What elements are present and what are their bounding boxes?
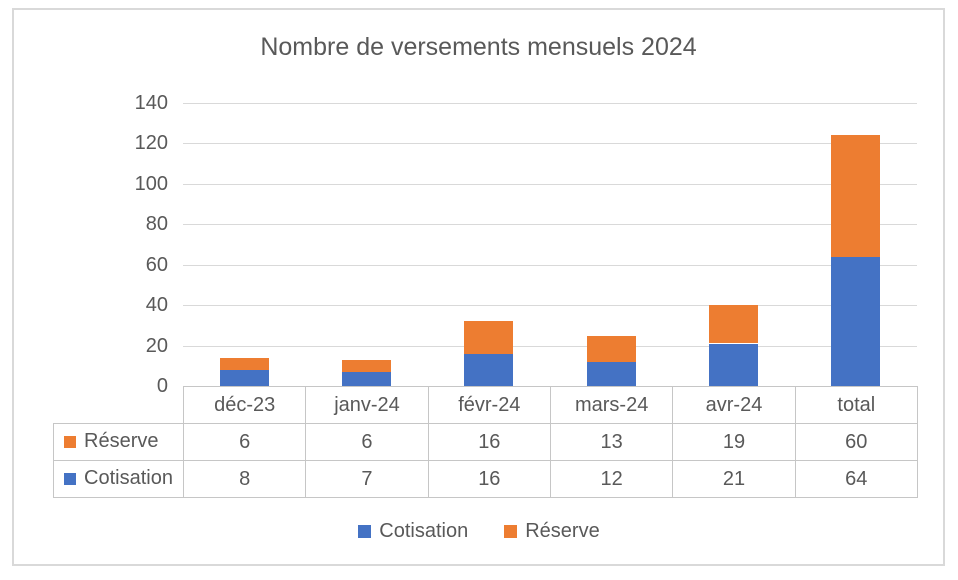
y-axis-tick-label: 60	[145, 254, 168, 276]
table-cell: 6	[182, 423, 307, 461]
chart-title: Nombre de versements mensuels 2024	[260, 33, 697, 61]
table-col-header-total: total	[794, 386, 918, 424]
table-cell: 7	[305, 460, 429, 498]
bar-segment-reserve-total	[831, 135, 881, 257]
table-cell: 60	[794, 423, 918, 461]
y-axis-tick-label: 20	[145, 335, 168, 357]
series-row-label: Cotisation	[84, 467, 173, 490]
legend-item-cotisation: Cotisation	[358, 520, 468, 543]
table-row-cotisation: Cotisation 8 7 16 12 21 64	[53, 460, 918, 498]
bar-segment-cotisation-mars-24	[586, 361, 636, 386]
y-axis-tick-label: 80	[145, 213, 168, 235]
y-gridline-20	[183, 346, 917, 347]
table-row-reserve: Réserve 6 6 16 13 19 60	[53, 423, 918, 461]
cotisation-swatch-icon	[64, 473, 76, 486]
table-cell: 6	[305, 423, 429, 461]
reserve-legend-swatch-icon	[504, 524, 518, 538]
cotisation-legend-swatch-icon	[358, 524, 372, 538]
series-row-header-cotisation: Cotisation	[53, 460, 184, 498]
legend: Cotisation Réserve	[0, 518, 958, 544]
bar-segment-reserve-fevr-24	[464, 321, 514, 354]
bar-segment-reserve-avr-24	[709, 305, 758, 344]
series-row-label: Réserve	[84, 430, 159, 453]
y-axis-tick-label: 0	[156, 375, 168, 397]
table-col-header-fevr-24: févr-24	[427, 386, 551, 424]
table-cell: 12	[549, 460, 674, 498]
y-axis-tick-label: 100	[134, 173, 168, 195]
legend-label: Cotisation	[379, 519, 469, 542]
table-corner-blank	[54, 387, 184, 424]
legend-item-reserve: Réserve	[504, 519, 600, 543]
y-gridline-40	[183, 305, 917, 306]
reserve-swatch-icon	[64, 436, 76, 449]
y-axis-tick-label: 120	[134, 132, 168, 154]
table-col-header-mars-24: mars-24	[549, 386, 674, 424]
table-cell: 16	[427, 423, 551, 461]
series-row-header-reserve: Réserve	[53, 423, 184, 461]
y-gridline-80	[183, 224, 917, 225]
bar-segment-cotisation-avr-24	[709, 343, 758, 386]
table-cell: 8	[182, 460, 307, 498]
y-gridline-60	[183, 265, 917, 266]
table-col-header-dec-23: déc-23	[182, 386, 307, 424]
table-cell: 64	[794, 460, 918, 498]
y-axis-tick-label: 40	[145, 294, 168, 316]
table-cell: 19	[672, 423, 796, 461]
table-col-header-janv-24: janv-24	[305, 386, 429, 424]
legend-label: Réserve	[525, 519, 600, 542]
table-cell: 16	[427, 460, 551, 498]
table-cell: 13	[549, 423, 674, 461]
bar-segment-cotisation-janv-24	[342, 371, 391, 386]
bar-segment-reserve-mars-24	[586, 335, 636, 362]
y-axis-tick-label: 140	[134, 92, 168, 114]
y-gridline-100	[183, 184, 917, 185]
y-gridline-120	[183, 143, 917, 144]
bar-segment-cotisation-fevr-24	[464, 353, 514, 386]
bar-segment-reserve-dec-23	[219, 357, 269, 370]
bar-segment-cotisation-dec-23	[219, 369, 269, 386]
table-cell: 21	[672, 460, 796, 498]
bar-segment-cotisation-total	[831, 256, 881, 386]
table-col-header-avr-24: avr-24	[672, 386, 796, 424]
bar-segment-reserve-janv-24	[342, 359, 391, 372]
data-table: déc-23 janv-24 févr-24 mars-24 avr-24 total Ré…	[53, 386, 918, 498]
y-gridline-140	[183, 103, 917, 104]
